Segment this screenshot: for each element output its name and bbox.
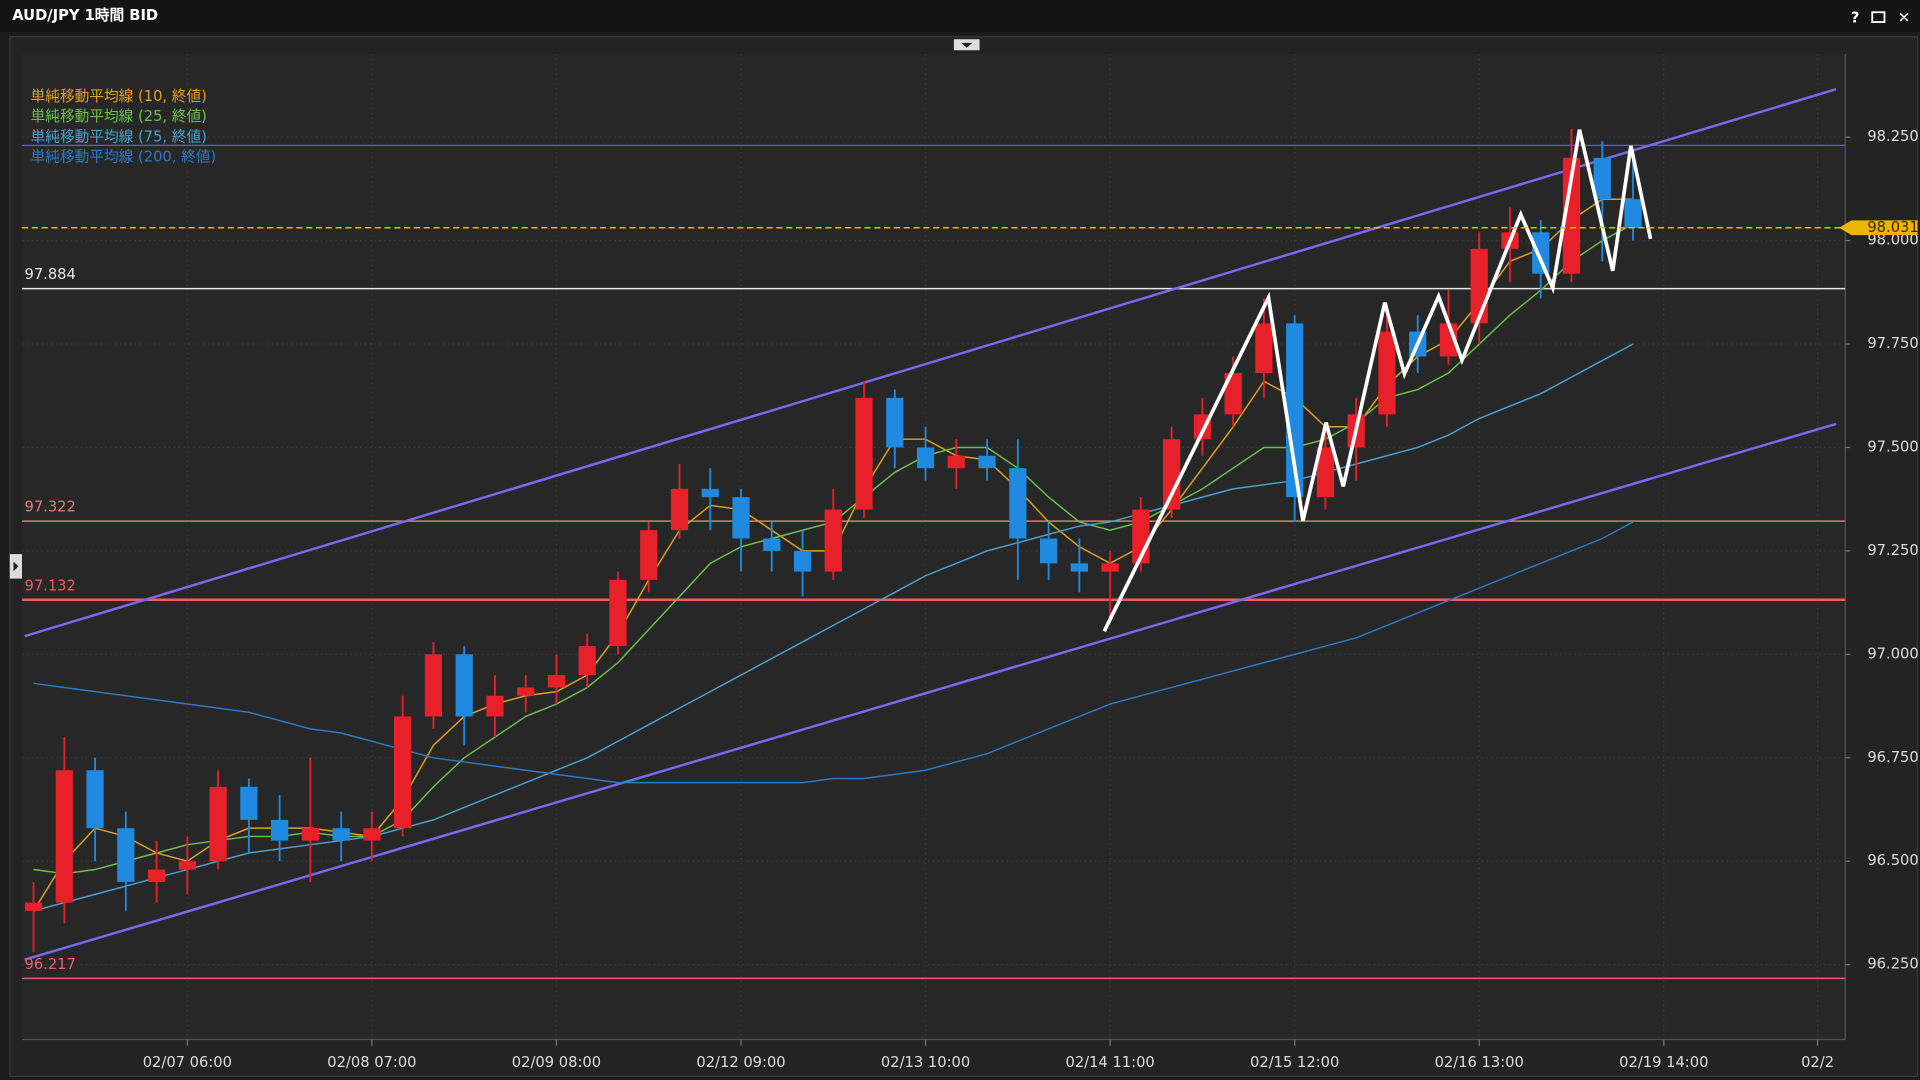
last-price-label: 98.031 — [1867, 219, 1918, 236]
level-label: 97.884 — [24, 266, 75, 283]
x-tick-label: 02/15 12:00 — [1250, 1054, 1339, 1071]
collapse-arrow — [961, 42, 973, 48]
moving-average-line — [33, 521, 1634, 784]
window-title: AUD/JPY 1時間 BID — [12, 6, 158, 24]
candle-body — [701, 488, 719, 498]
candle-body — [793, 550, 812, 572]
candle-body — [55, 770, 73, 903]
title-bar — [0, 0, 1920, 32]
x-tick-label: 02/07 06:00 — [143, 1054, 232, 1071]
legend-entry: 単純移動平均線 (200, 終値) — [31, 149, 217, 166]
candle-body — [486, 695, 504, 717]
y-tick-label: 96.500 — [1867, 852, 1918, 869]
candle-body — [301, 828, 319, 841]
legend-entry: 単純移動平均線 (75, 終値) — [31, 128, 207, 145]
candle-body — [240, 786, 258, 820]
level-label: 97.322 — [24, 499, 75, 516]
y-tick-label: 98.000 — [1867, 232, 1918, 249]
close-button[interactable]: ✕ — [1898, 9, 1910, 26]
x-tick-label: 02/16 13:00 — [1435, 1054, 1524, 1071]
candle-body — [209, 786, 227, 862]
x-tick-label: 02/2 — [1801, 1054, 1834, 1071]
candle-body — [1224, 372, 1242, 415]
x-tick-label: 02/14 11:00 — [1065, 1054, 1154, 1071]
candle-body — [1070, 563, 1088, 572]
help-button[interactable]: ? — [1851, 9, 1860, 26]
candle-body — [147, 869, 166, 882]
candle-body — [1624, 199, 1642, 229]
trend-line — [24, 422, 1837, 961]
legend-entry: 単純移動平均線 (10, 終値) — [31, 88, 207, 105]
y-tick-label: 97.500 — [1867, 438, 1918, 455]
candle-body — [271, 819, 289, 841]
y-tick-label: 98.250 — [1867, 128, 1918, 145]
trend-line — [24, 87, 1837, 638]
candle-body — [24, 902, 43, 911]
y-tick-label: 96.750 — [1867, 749, 1918, 766]
candle-body — [1286, 323, 1304, 498]
candle-body — [609, 579, 627, 647]
candle-body — [578, 646, 596, 676]
candle-body — [1562, 157, 1581, 274]
y-tick-label: 96.250 — [1867, 956, 1918, 973]
candle-body — [1470, 248, 1488, 324]
candle-body — [1009, 468, 1027, 539]
candle-body — [178, 861, 196, 870]
y-tick-label: 97.750 — [1867, 335, 1918, 352]
candle-body — [886, 397, 904, 448]
candle-body — [363, 828, 381, 841]
candle-body — [394, 716, 412, 829]
y-tick-label: 97.250 — [1867, 542, 1918, 559]
candle-body — [824, 509, 842, 572]
candle-body — [547, 675, 566, 688]
level-label: 97.132 — [24, 577, 75, 594]
candle-body — [424, 654, 443, 717]
candle-body — [517, 687, 535, 696]
moving-average-line — [33, 343, 1634, 912]
candle-body — [855, 397, 873, 510]
candle-body — [86, 770, 104, 829]
y-tick-label: 97.000 — [1867, 645, 1918, 662]
last-price-tag — [1839, 220, 1918, 236]
candle-body — [1101, 563, 1119, 572]
x-tick-label: 02/08 07:00 — [327, 1054, 416, 1071]
candle-body — [1593, 157, 1611, 200]
maximize-button[interactable] — [1871, 11, 1886, 23]
candle-body — [1378, 331, 1396, 415]
candle-body — [916, 447, 935, 469]
x-tick-label: 02/12 09:00 — [696, 1054, 785, 1071]
plot-layer — [22, 53, 1846, 1040]
x-tick-label: 02/09 08:00 — [512, 1054, 601, 1071]
candle-body — [1039, 538, 1058, 564]
candle-body — [1163, 439, 1181, 510]
candle-body — [1532, 232, 1550, 274]
x-tick-label: 02/19 14:00 — [1619, 1054, 1708, 1071]
side-arrow — [13, 561, 19, 572]
candle-body — [640, 530, 658, 580]
candle-body — [947, 455, 965, 469]
overlay-layer: 96.250 96.500 96.750 97.000 97.250 97.500 97.7… — [24, 88, 1918, 1071]
candle-body — [1255, 323, 1273, 373]
legend-entry: 単純移動平均線 (25, 終値) — [31, 108, 207, 125]
candle-body — [117, 828, 135, 882]
x-tick-label: 02/13 10:00 — [881, 1054, 970, 1071]
candle-body — [763, 538, 781, 551]
zigzag-drawing — [1102, 129, 1653, 633]
candle-body — [670, 488, 689, 531]
candle-body — [1316, 447, 1335, 498]
candle-body — [455, 654, 473, 717]
candle-body — [332, 828, 350, 841]
candle-body — [732, 497, 750, 539]
level-label: 96.217 — [24, 956, 75, 973]
candle-body — [978, 455, 996, 469]
plot-area — [22, 53, 1846, 1040]
